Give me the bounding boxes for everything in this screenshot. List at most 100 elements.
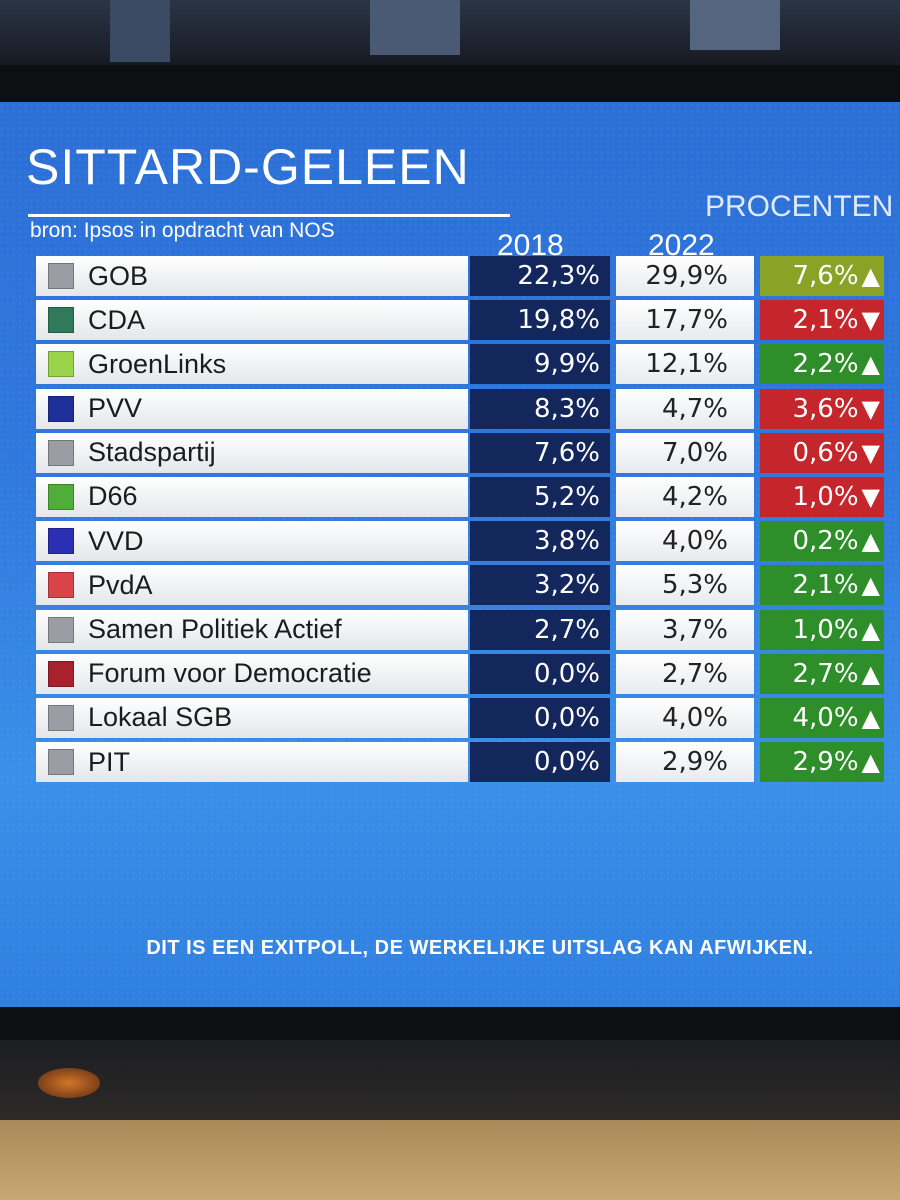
change-value: 0,6% xyxy=(792,437,859,468)
party-name: VVD xyxy=(88,525,144,556)
table-row: Samen Politiek Actief 2,7% 3,7% 1,0% ▲ xyxy=(36,608,886,651)
table-row: CDA 19,8% 17,7% 2,1% ▼ xyxy=(36,298,886,341)
floor xyxy=(0,1120,900,1200)
party-color-swatch xyxy=(48,483,74,510)
tv-screen: SITTARD-GELEEN bron: Ipsos in opdracht v… xyxy=(0,102,900,1007)
change-cell: 7,6% ▲ xyxy=(760,256,884,296)
arrow-up-icon: ▲ xyxy=(861,703,880,732)
party-name: Forum voor Democratie xyxy=(88,658,372,689)
value-2022: 2,9% xyxy=(616,742,754,783)
party-name: CDA xyxy=(88,304,146,335)
change-value: 2,1% xyxy=(792,305,859,336)
value-2022: 5,3% xyxy=(616,565,754,606)
value-2022: 2,7% xyxy=(616,653,754,694)
party-color-swatch xyxy=(48,263,74,289)
party-cell: VVD xyxy=(36,521,468,562)
change-value: 1,0% xyxy=(792,614,859,645)
change-cell: 0,6% ▼ xyxy=(760,432,884,473)
value-2018: 9,9% xyxy=(470,344,610,385)
value-2018: 0,0% xyxy=(470,742,610,783)
party-name: Lokaal SGB xyxy=(88,702,233,733)
change-value: 0,2% xyxy=(792,526,859,557)
party-name: Samen Politiek Actief xyxy=(88,614,342,644)
arrow-down-icon: ▼ xyxy=(861,306,880,335)
table-row: D66 5,2% 4,2% 1,0% ▼ xyxy=(36,475,886,518)
value-2018: 5,2% xyxy=(470,476,610,517)
arrow-up-icon: ▲ xyxy=(861,350,880,379)
party-cell: Stadspartij xyxy=(36,432,468,473)
party-color-swatch xyxy=(48,616,74,643)
table-row: GroenLinks 9,9% 12,1% 2,2% ▲ xyxy=(36,342,886,385)
party-color-swatch xyxy=(48,572,74,599)
value-2022: 12,1% xyxy=(616,344,754,385)
table-row: GOB 22,3% 29,9% 7,6% ▲ xyxy=(36,254,886,297)
change-cell: 2,9% ▲ xyxy=(760,742,884,783)
value-2018: 8,3% xyxy=(470,388,610,429)
party-name: GOB xyxy=(88,260,149,291)
party-cell: PIT xyxy=(36,742,468,783)
background-window xyxy=(370,0,460,55)
arrow-up-icon: ▲ xyxy=(861,615,880,644)
disclaimer: DIT IS EEN EXITPOLL, DE WERKELIJKE UITSL… xyxy=(146,937,814,959)
room-background xyxy=(0,0,900,70)
arrow-down-icon: ▼ xyxy=(861,394,880,423)
value-2018: 7,6% xyxy=(470,432,610,473)
change-value: 3,6% xyxy=(792,393,859,424)
arrow-up-icon: ▲ xyxy=(861,571,880,600)
change-value: 7,6% xyxy=(792,261,859,291)
party-cell: GOB xyxy=(36,256,468,296)
party-name: D66 xyxy=(88,481,138,512)
change-cell: 1,0% ▼ xyxy=(760,476,884,517)
arrow-up-icon: ▲ xyxy=(861,262,880,290)
party-color-swatch xyxy=(48,704,74,731)
party-color-swatch xyxy=(48,439,74,466)
party-cell: Forum voor Democratie xyxy=(36,653,468,694)
table-row: Forum voor Democratie 0,0% 2,7% 2,7% ▲ xyxy=(36,652,886,695)
party-color-swatch xyxy=(48,395,74,422)
lamp xyxy=(38,1068,100,1098)
change-cell: 2,1% ▲ xyxy=(760,565,884,606)
change-cell: 0,2% ▲ xyxy=(760,521,884,562)
party-cell: D66 xyxy=(36,476,468,517)
value-2022: 7,0% xyxy=(616,432,754,473)
source-label: bron: Ipsos in opdracht van NOS xyxy=(30,219,335,242)
value-2018: 3,2% xyxy=(470,565,610,606)
table-row: Lokaal SGB 0,0% 4,0% 4,0% ▲ xyxy=(36,696,886,739)
value-2022: 4,7% xyxy=(616,388,754,429)
page-title: SITTARD-GELEEN xyxy=(26,139,470,195)
results-table: GOB 22,3% 29,9% 7,6% ▲ CDA 19,8% 17,7% 2,1% ▼ Groe… xyxy=(36,254,886,784)
value-2022: 4,0% xyxy=(616,697,754,738)
value-2018: 0,0% xyxy=(470,697,610,738)
change-value: 1,0% xyxy=(792,481,859,512)
table-row: Stadspartij 7,6% 7,0% 0,6% ▼ xyxy=(36,431,886,474)
change-cell: 2,1% ▼ xyxy=(760,300,884,341)
party-color-swatch xyxy=(48,749,74,776)
party-name: PIT xyxy=(88,746,131,777)
party-cell: PvdA xyxy=(36,565,468,606)
value-2022: 29,9% xyxy=(616,256,754,296)
table-row: VVD 3,8% 4,0% 0,2% ▲ xyxy=(36,519,886,562)
party-color-swatch xyxy=(48,307,74,334)
value-2018: 22,3% xyxy=(470,256,610,296)
arrow-up-icon: ▲ xyxy=(861,659,880,688)
change-value: 2,1% xyxy=(792,570,859,601)
value-2018: 2,7% xyxy=(470,609,610,650)
value-2022: 4,0% xyxy=(616,521,754,562)
arrow-up-icon: ▲ xyxy=(861,527,880,556)
value-2018: 3,8% xyxy=(470,521,610,562)
value-2022: 3,7% xyxy=(616,609,754,650)
arrow-down-icon: ▼ xyxy=(861,482,880,511)
table-row: PvdA 3,2% 5,3% 2,1% ▲ xyxy=(36,563,886,606)
value-2022: 4,2% xyxy=(616,476,754,517)
value-2022: 17,7% xyxy=(616,300,754,341)
change-value: 2,7% xyxy=(792,658,859,689)
party-cell: PVV xyxy=(36,388,468,429)
arrow-up-icon: ▲ xyxy=(861,748,880,777)
party-name: PVV xyxy=(88,393,143,424)
party-color-swatch xyxy=(48,351,74,378)
change-cell: 1,0% ▲ xyxy=(760,609,884,650)
background-window xyxy=(690,0,780,50)
party-name: PvdA xyxy=(88,569,153,600)
party-name: GroenLinks xyxy=(88,348,227,379)
unit-label: PROCENTEN xyxy=(705,190,894,223)
